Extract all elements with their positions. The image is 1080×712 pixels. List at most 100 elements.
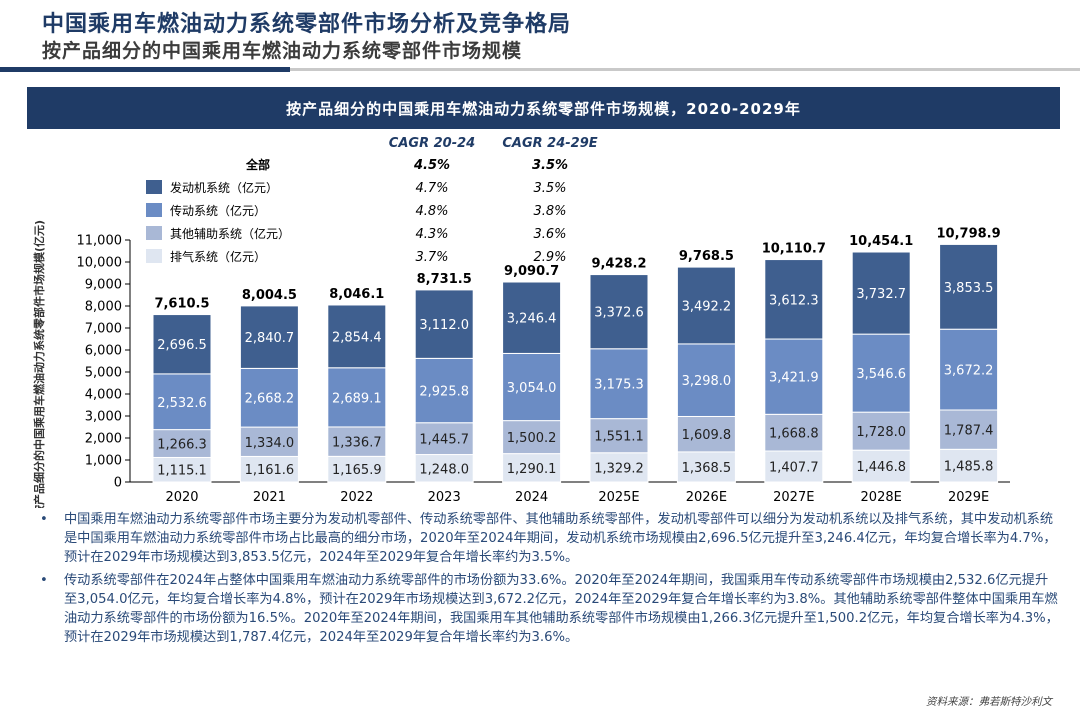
page-subtitle: 按产品细分的中国乘用车燃油动力系统零部件市场规模: [42, 40, 523, 62]
data-label: 3,372.6: [594, 306, 644, 321]
x-tick-label: 2024: [515, 490, 548, 505]
bar-segment: [502, 420, 562, 455]
data-label: 1,248.0: [419, 462, 469, 477]
bar-segment: [502, 352, 562, 422]
y-tick-label: 10,000: [77, 256, 123, 271]
bar-segment: [676, 266, 736, 345]
bar-segment: [152, 373, 212, 431]
y-tick-label: 3,000: [85, 410, 122, 425]
data-label: 1,485.8: [944, 460, 994, 475]
y-tick-label: 9,000: [85, 278, 122, 293]
commentary: • 中国乘用车燃油动力系统零部件市场主要分为发动机零部件、传动系统零部件、其他辅…: [40, 510, 1060, 651]
data-label: 3,298.0: [682, 374, 732, 389]
x-tick-label: 2026E: [686, 490, 727, 505]
bar-segment: [414, 357, 474, 424]
cagr-header: CAGR 20-24: [389, 136, 475, 151]
bar-segment: [502, 281, 562, 354]
legend-swatch: [146, 249, 162, 263]
cagr-value: 3.5%: [533, 181, 566, 196]
data-label: 1,500.2: [507, 431, 557, 446]
bullet-dot-icon: •: [40, 512, 48, 527]
data-label: 1,336.7: [332, 436, 382, 451]
bar-segment: [939, 448, 999, 483]
y-tick-label: 2,000: [85, 432, 122, 447]
legend-label: 传动系统（亿元）: [170, 203, 266, 218]
data-label: 1,266.3: [157, 438, 207, 453]
data-label: 3,672.2: [944, 364, 994, 379]
data-label: 3,612.3: [769, 293, 819, 308]
cagr-value: 4.8%: [415, 204, 448, 219]
x-tick-label: 2029E: [948, 490, 989, 505]
cagr-value: 4.5%: [413, 158, 450, 173]
legend-label: 排气系统（亿元）: [170, 249, 266, 264]
header-divider-accent: [0, 67, 290, 72]
legend-label: 全部: [245, 157, 270, 172]
x-tick-label: 2027E: [773, 490, 814, 505]
cagr-value: 3.8%: [533, 204, 566, 219]
data-label: 1,551.1: [594, 430, 644, 445]
bar-segment: [414, 454, 474, 483]
x-tick-label: 2020: [165, 490, 198, 505]
total-label: 10,454.1: [849, 234, 913, 249]
bar-segment: [152, 429, 212, 458]
data-label: 3,175.3: [594, 378, 644, 393]
bullet-item-2: • 传动系统零部件在2024年占整体中国乘用车燃油动力系统零部件的市场份额为33…: [40, 571, 1060, 647]
bar-segment: [589, 274, 649, 350]
data-label: 2,925.8: [419, 385, 469, 400]
data-label: 1,407.7: [769, 461, 819, 476]
cagr-header: CAGR 24-29E: [502, 136, 597, 151]
data-label: 1,787.4: [944, 424, 994, 439]
bullet-text: 传动系统零部件在2024年占整体中国乘用车燃油动力系统零部件的市场份额为33.6…: [64, 573, 1059, 645]
cagr-value: 4.3%: [415, 227, 448, 242]
bar-segment: [414, 289, 474, 359]
total-label: 9,428.2: [591, 257, 646, 272]
cagr-value: 3.5%: [532, 158, 568, 173]
data-label: 2,854.4: [332, 330, 382, 345]
bar-segment: [939, 243, 999, 330]
data-label: 1,368.5: [682, 461, 732, 476]
cagr-value: 2.9%: [533, 250, 566, 265]
data-label: 1,668.8: [769, 427, 819, 442]
stacked-bar-chart: 0 1,000 2,000 3,000 4,000 5,000 6,000 7,000 8,00…: [32, 136, 1010, 508]
data-label: 3,853.5: [944, 281, 994, 296]
legend-label: 发动机系统（亿元）: [170, 180, 278, 195]
y-tick-label: 1,000: [85, 454, 122, 469]
x-tick-label: 2023: [428, 490, 461, 505]
cagr-value: 3.7%: [415, 250, 448, 265]
page-title: 中国乘用车燃油动力系统零部件市场分析及竞争格局: [42, 12, 572, 37]
x-tick-label: 2021: [253, 490, 286, 505]
data-label: 3,546.6: [856, 367, 906, 382]
source-note: 资料来源：弗若斯特沙利文: [926, 696, 1052, 708]
data-label: 2,840.7: [245, 331, 295, 346]
bullet-dot-icon: •: [40, 573, 48, 588]
total-label: 10,798.9: [937, 226, 1001, 241]
legend-swatch: [146, 180, 162, 194]
data-label: 2,668.2: [245, 392, 295, 407]
y-tick-label: 4,000: [85, 388, 122, 403]
total-label: 9,768.5: [679, 249, 734, 264]
bar-segment: [239, 367, 299, 428]
legend-label: 其他辅助系统（亿元）: [170, 226, 290, 241]
bar-segment: [152, 456, 212, 483]
y-tick-label: 5,000: [85, 366, 122, 381]
data-label: 3,732.7: [856, 287, 906, 302]
bar-segment: [764, 450, 824, 483]
x-tick-label: 2022: [340, 490, 373, 505]
y-tick-label: 8,000: [85, 300, 122, 315]
bar-segment: [676, 451, 736, 483]
data-label: 2,696.5: [157, 338, 207, 353]
data-label: 1,329.2: [594, 461, 644, 476]
bar-segment: [239, 455, 299, 483]
header-divider: [290, 68, 1080, 71]
data-label: 3,421.9: [769, 371, 819, 386]
data-label: 3,112.0: [419, 318, 469, 333]
cagr-value: 4.7%: [415, 181, 448, 196]
legend-swatch: [146, 203, 162, 217]
cagr-value: 3.6%: [533, 227, 566, 242]
x-tick-label: 2028E: [861, 490, 902, 505]
bar-segment: [327, 455, 387, 483]
y-tick-label: 0: [114, 476, 122, 491]
data-label: 2,532.6: [157, 396, 207, 411]
bar-segment: [327, 304, 387, 369]
total-label: 8,731.5: [417, 272, 472, 287]
